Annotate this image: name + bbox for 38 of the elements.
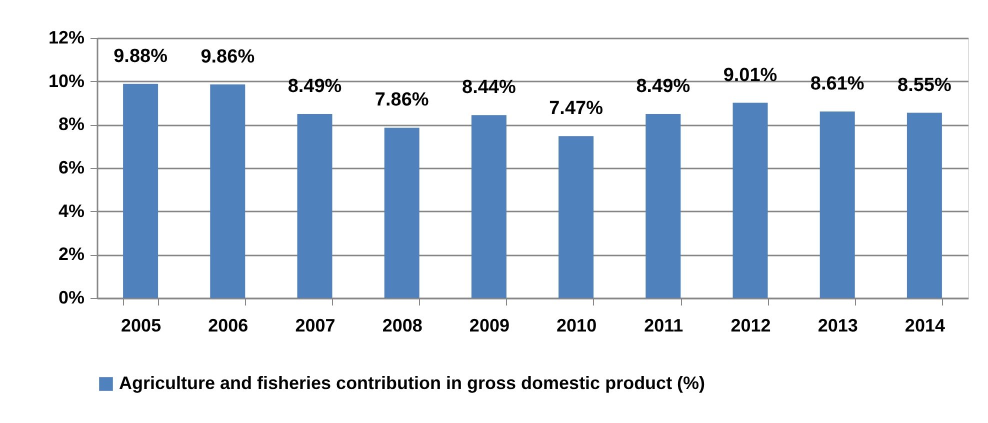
x-tick-label: 2010 [556, 316, 597, 336]
bar [384, 128, 420, 298]
bar [210, 84, 246, 298]
x-tick-label: 2014 [904, 316, 945, 336]
legend-label: Agriculture and fisheries contribution in gross domestic product (%) [119, 373, 706, 393]
data-label: 8.49% [288, 76, 342, 98]
x-tick-label: 2007 [295, 316, 336, 336]
bar [471, 115, 506, 298]
bar [820, 111, 855, 298]
data-label: 8.55% [898, 74, 952, 96]
bar [297, 114, 332, 298]
x-tick-label: 2009 [469, 316, 510, 336]
data-label: 7.47% [549, 98, 604, 120]
data-label: 8.61% [810, 73, 864, 94]
data-label: 7.86% [374, 90, 429, 111]
bar [732, 102, 768, 298]
y-tick-label: 4% [58, 200, 84, 221]
y-tick-label: 8% [58, 114, 84, 134]
x-tick-label: 2011 [644, 316, 684, 336]
data-label: 8.49% [636, 76, 690, 98]
y-tick-label: 2% [58, 244, 84, 264]
data-label: 9.01% [723, 64, 778, 86]
x-tick-label: 2006 [208, 316, 248, 336]
data-label: 9.86% [200, 46, 255, 68]
y-tick-label: 12% [48, 28, 84, 48]
x-tick-label: 2013 [818, 316, 858, 336]
data-label: 9.88% [114, 46, 168, 67]
x-tick-label: 2012 [730, 316, 771, 336]
y-tick-label: 6% [58, 158, 84, 178]
y-tick-label: 0% [58, 288, 84, 308]
bar [123, 84, 158, 298]
x-tick-label: 2008 [382, 316, 422, 336]
bar [558, 136, 594, 298]
data-label: 8.44% [462, 77, 516, 98]
bar [646, 114, 681, 298]
x-tick-label: 2005 [121, 316, 162, 336]
bar [906, 112, 942, 298]
y-tick-label: 10% [48, 70, 84, 91]
